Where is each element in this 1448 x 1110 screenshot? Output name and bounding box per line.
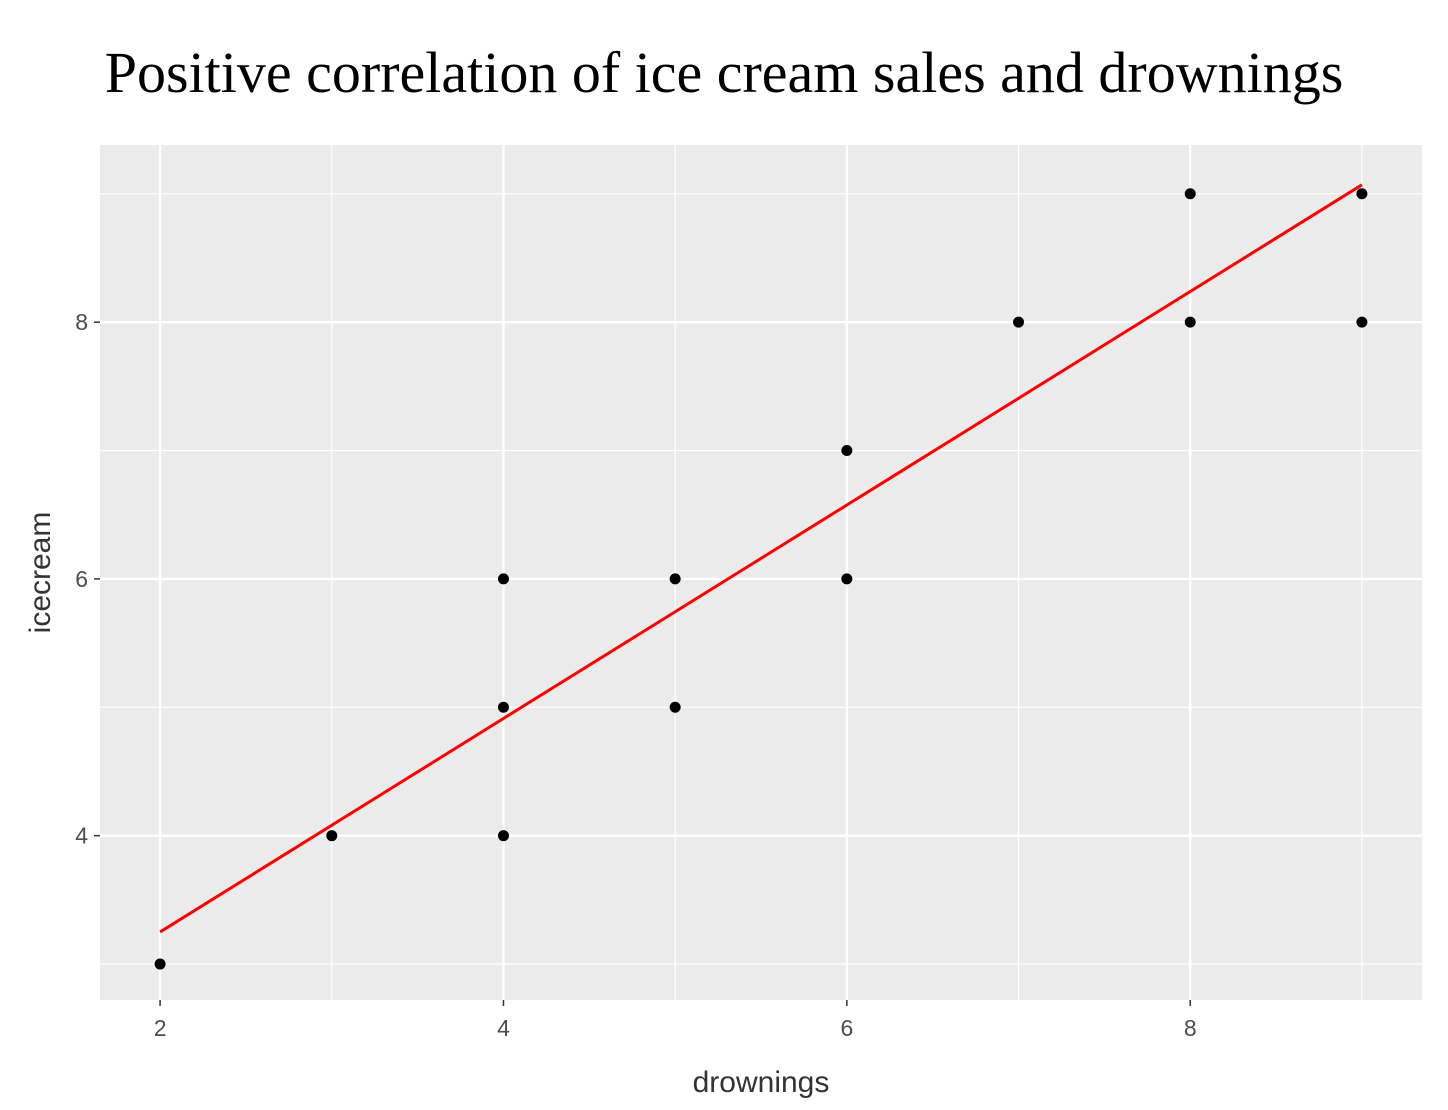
data-point [497, 830, 509, 842]
data-point [326, 830, 338, 842]
y-tick-labels: 4 6 8 [75, 309, 88, 849]
y-axis-title: icecream [24, 512, 57, 634]
major-gridlines [100, 145, 1422, 1000]
points-layer [154, 188, 1368, 970]
data-point [497, 573, 509, 585]
plot-panel [100, 145, 1422, 1000]
x-tick-label: 6 [840, 1015, 853, 1041]
data-point [669, 701, 681, 713]
data-point [1356, 188, 1368, 200]
data-point [1356, 316, 1368, 328]
y-tick-label: 4 [75, 823, 88, 849]
data-point [669, 573, 681, 585]
x-tick-label: 8 [1184, 1015, 1197, 1041]
data-point [497, 701, 509, 713]
x-tick-label: 4 [497, 1015, 510, 1041]
x-tick-label: 2 [154, 1015, 167, 1041]
fit-layer [159, 183, 1363, 934]
data-point [154, 958, 166, 970]
data-point [1184, 316, 1196, 328]
minor-gridlines [100, 145, 1422, 1000]
regression-line [159, 183, 1363, 934]
y-tick-label: 8 [75, 309, 88, 335]
data-point [1184, 188, 1196, 200]
x-axis-title: drownings [693, 1066, 830, 1099]
data-point [841, 445, 853, 457]
data-point [841, 573, 853, 585]
data-point [1013, 316, 1025, 328]
x-tick-labels: 2 4 6 8 [154, 1015, 1197, 1041]
y-tick-label: 6 [75, 566, 88, 592]
axis-ticks [94, 321, 1191, 1006]
chart-title: Positive correlation of ice cream sales … [104, 40, 1344, 105]
